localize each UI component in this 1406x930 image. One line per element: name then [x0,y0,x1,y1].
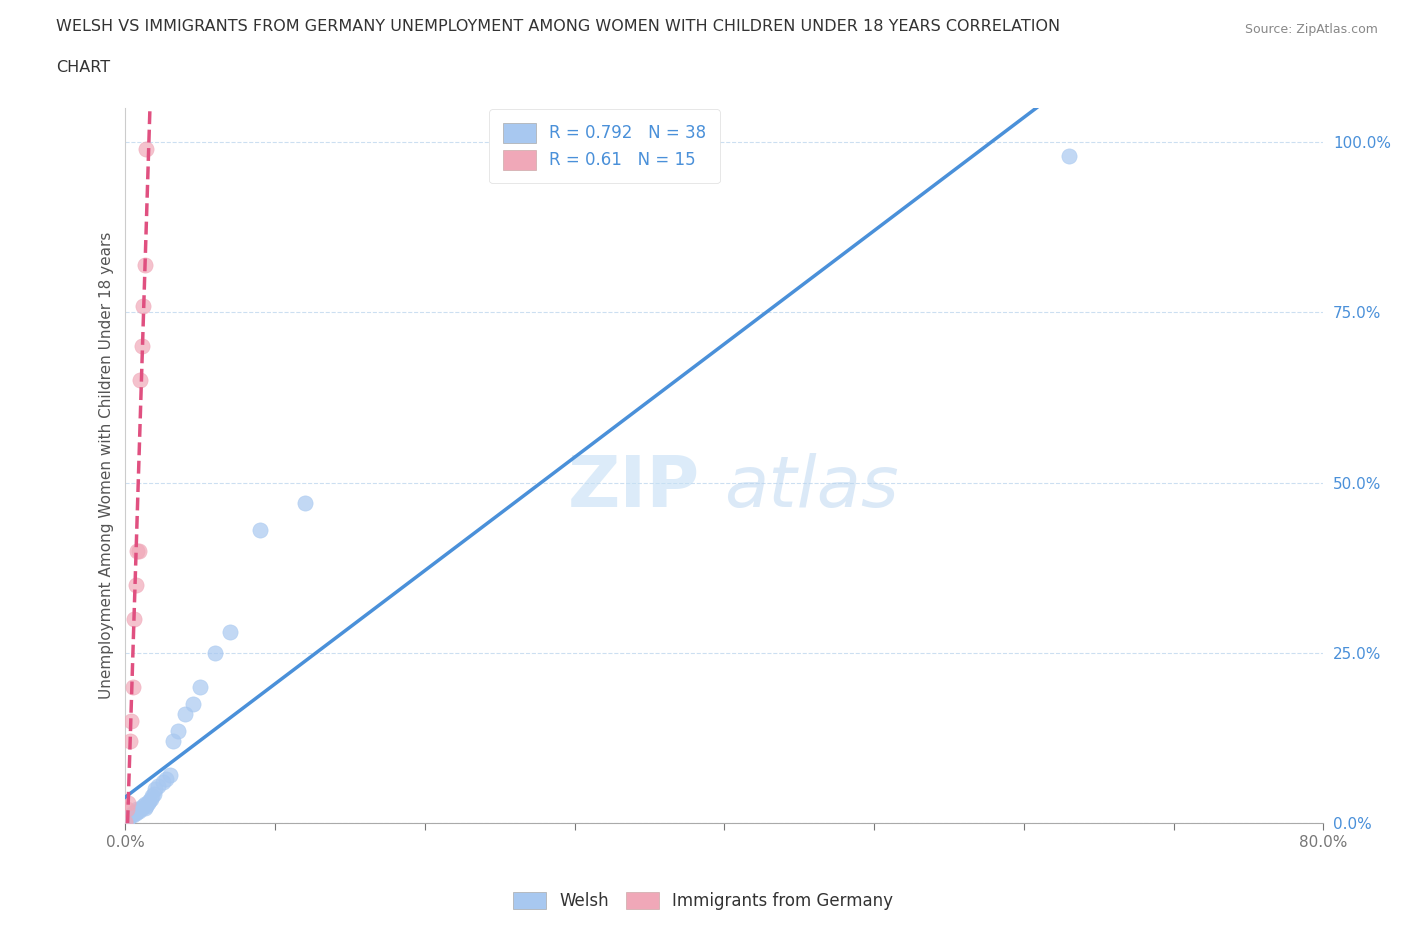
Point [125,578,148,592]
Point [132,799,155,814]
Point [152,775,174,790]
Point [167,724,190,738]
Text: atlas: atlas [724,453,898,522]
Point [114,815,136,830]
Point [204,645,226,660]
Text: Source: ZipAtlas.com: Source: ZipAtlas.com [1244,23,1378,36]
Point [125,805,148,820]
Text: CHART: CHART [56,60,110,75]
Point [117,795,139,810]
Point [134,797,156,812]
Point [155,771,177,786]
Point [122,805,145,820]
Legend: R = 0.792   N = 38, R = 0.61   N = 15: R = 0.792 N = 38, R = 0.61 N = 15 [489,109,720,183]
Point [128,804,150,818]
Point [1057,148,1080,163]
Point [188,680,211,695]
Point [129,373,152,388]
Point [120,713,142,728]
Point [139,791,162,806]
Point [181,697,204,711]
Point [174,707,197,722]
Point [118,809,141,824]
Point [141,789,163,804]
Point [135,799,157,814]
Point [124,805,146,820]
Point [122,807,145,822]
Point [131,801,153,816]
Point [124,611,146,626]
Point [249,523,271,538]
Point [115,802,138,817]
Point [129,802,152,817]
Point [115,812,138,827]
Point [134,801,156,816]
Point [132,298,155,312]
Point [136,795,159,810]
Point [294,496,316,511]
Point [134,258,156,272]
Point [120,807,142,822]
Y-axis label: Unemployment Among Women with Children Under 18 years: Unemployment Among Women with Children U… [100,232,114,699]
Point [135,141,157,156]
Point [128,543,150,558]
Point [127,543,149,558]
Point [138,794,160,809]
Point [162,734,184,749]
Point [118,734,141,749]
Point [159,768,181,783]
Text: ZIP: ZIP [568,453,700,522]
Point [117,810,139,825]
Point [131,339,153,353]
Legend: Welsh, Immigrants from Germany: Welsh, Immigrants from Germany [506,885,900,917]
Point [148,778,170,793]
Point [114,815,136,830]
Point [127,802,149,817]
Point [127,804,149,818]
Point [145,781,167,796]
Text: WELSH VS IMMIGRANTS FROM GERMANY UNEMPLOYMENT AMONG WOMEN WITH CHILDREN UNDER 18: WELSH VS IMMIGRANTS FROM GERMANY UNEMPLO… [56,19,1060,33]
Point [122,680,145,695]
Point [219,625,242,640]
Point [142,787,165,802]
